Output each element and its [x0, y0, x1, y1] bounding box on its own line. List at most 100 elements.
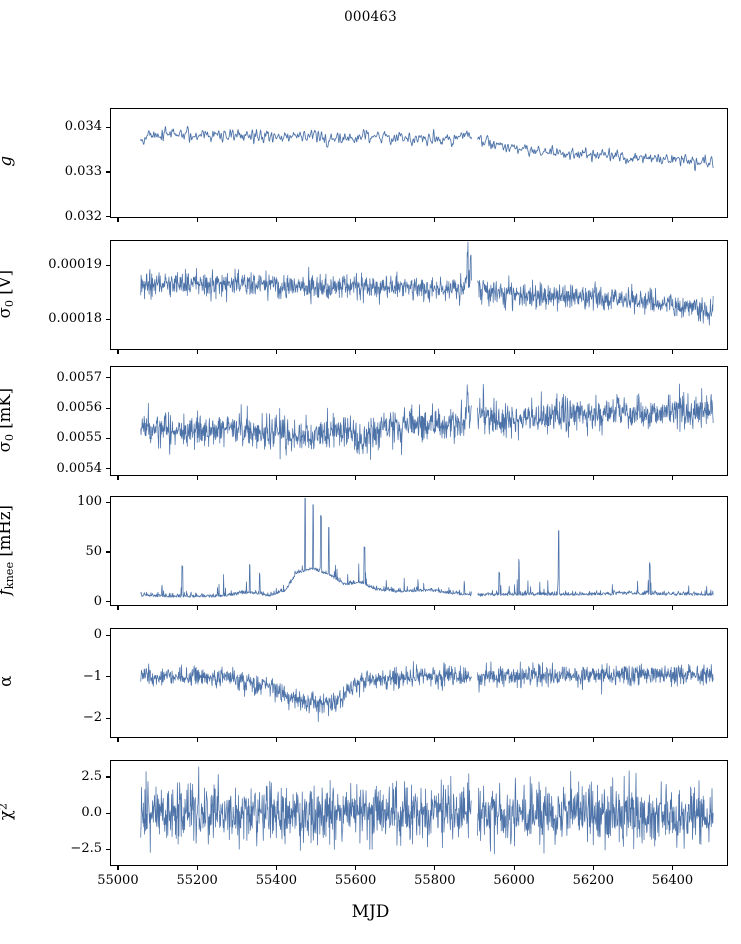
- data-line: [140, 661, 714, 722]
- y-tick-label-f_knee: 0: [93, 593, 102, 609]
- x-tick: [513, 476, 515, 480]
- x-tick: [196, 738, 198, 742]
- y-tick-label-sigma0_mk: 0.0057: [56, 369, 103, 385]
- x-tick: [513, 350, 515, 354]
- data-line: [140, 766, 714, 855]
- x-tick: [434, 218, 436, 222]
- panel-chi2: [110, 760, 728, 866]
- x-tick: [355, 866, 357, 870]
- y-tick-sigma0_mk: [106, 437, 110, 440]
- x-tick: [355, 738, 357, 742]
- y-tick-label-sigma0_mk: 0.0056: [56, 400, 103, 416]
- data-line: [140, 241, 714, 326]
- y-tick-gain: [106, 126, 110, 128]
- y-tick-label-sigma0_volt: 0.00018: [48, 311, 102, 327]
- x-tick-label: 55400: [255, 873, 298, 888]
- y-tick-sigma0_mk: [106, 407, 110, 409]
- y-tick-f_knee: [106, 551, 110, 553]
- x-tick: [672, 866, 674, 870]
- x-tick: [672, 606, 674, 610]
- x-tick: [275, 866, 277, 870]
- x-tick: [672, 350, 674, 354]
- panel-alpha: [110, 628, 728, 738]
- x-tick: [196, 350, 198, 354]
- y-axis-label-alpha: α: [0, 606, 15, 756]
- x-tick-label: 56200: [572, 873, 614, 888]
- y-tick-label-alpha: −2: [82, 710, 102, 726]
- y-axis-label-sigma0_mk: σ0 [mK]: [0, 387, 16, 453]
- x-tick: [275, 606, 277, 610]
- y-tick-alpha: [106, 717, 110, 719]
- x-tick: [513, 866, 515, 870]
- x-tick: [275, 218, 277, 222]
- y-tick-f_knee: [106, 501, 110, 503]
- x-tick: [117, 606, 119, 610]
- x-tick: [117, 738, 119, 742]
- series-gain: [140, 126, 714, 172]
- y-tick-label-sigma0_volt: 0.00019: [48, 257, 102, 273]
- x-tick: [592, 476, 594, 480]
- panel-gain: [110, 108, 728, 218]
- series-chi2: [140, 766, 714, 855]
- x-tick: [196, 218, 198, 222]
- y-tick-alpha: [106, 676, 110, 678]
- x-tick: [672, 218, 674, 222]
- y-tick-f_knee: [106, 601, 110, 603]
- x-tick: [434, 866, 436, 870]
- x-tick: [117, 866, 119, 870]
- y-tick-label-sigma0_mk: 0.0054: [56, 460, 103, 476]
- y-tick-label-gain: 0.034: [64, 119, 102, 135]
- x-tick: [275, 738, 277, 742]
- x-tick: [117, 476, 119, 480]
- panel-sigma0_volt: [110, 240, 728, 350]
- y-tick-label-gain: 0.033: [64, 163, 102, 179]
- y-tick-label-f_knee: 50: [85, 543, 102, 559]
- x-tick: [355, 606, 357, 610]
- y-tick-gain: [106, 171, 110, 173]
- series-sigma0_mk: [140, 383, 714, 460]
- x-tick: [196, 866, 198, 870]
- y-tick-label-chi2: 2.5: [81, 768, 102, 784]
- x-tick: [434, 738, 436, 742]
- x-tick: [513, 738, 515, 742]
- x-tick: [275, 476, 277, 480]
- x-tick: [672, 476, 674, 480]
- x-tick: [275, 350, 277, 354]
- x-tick: [592, 738, 594, 742]
- y-axis-label-f_knee: fknee [mHz]: [0, 505, 16, 595]
- y-tick-sigma0_mk: [106, 468, 110, 470]
- x-tick: [355, 350, 357, 354]
- y-tick-chi2: [106, 776, 110, 778]
- series-sigma0_volt: [140, 241, 714, 326]
- x-tick: [513, 218, 515, 222]
- x-tick: [592, 866, 594, 870]
- x-tick-label: 55000: [97, 873, 139, 888]
- x-tick: [592, 350, 594, 354]
- x-tick: [434, 476, 436, 480]
- figure-title: 000463: [344, 9, 397, 25]
- x-tick: [196, 606, 198, 610]
- y-tick-chi2: [106, 848, 110, 850]
- x-tick: [434, 350, 436, 354]
- y-axis-label-chi2: χ2: [0, 737, 15, 887]
- data-line: [140, 126, 714, 172]
- x-tick: [355, 218, 357, 222]
- y-tick-alpha: [106, 634, 110, 636]
- data-line: [140, 383, 714, 460]
- panel-sigma0_mk: [110, 366, 728, 476]
- x-axis-label: MJD: [351, 902, 390, 922]
- x-tick: [434, 606, 436, 610]
- x-tick-label: 56400: [651, 873, 694, 888]
- x-tick: [196, 476, 198, 480]
- x-tick: [592, 606, 594, 610]
- y-axis-label-gain: g: [0, 86, 15, 236]
- x-tick: [117, 350, 119, 354]
- x-tick: [355, 476, 357, 480]
- y-tick-sigma0_mk: [106, 377, 110, 379]
- y-tick-chi2: [106, 812, 110, 814]
- y-tick-label-gain: 0.032: [64, 208, 102, 224]
- x-tick-label: 55600: [334, 873, 377, 888]
- x-tick-label: 55800: [414, 873, 456, 888]
- y-tick-label-chi2: 0.0: [81, 805, 102, 820]
